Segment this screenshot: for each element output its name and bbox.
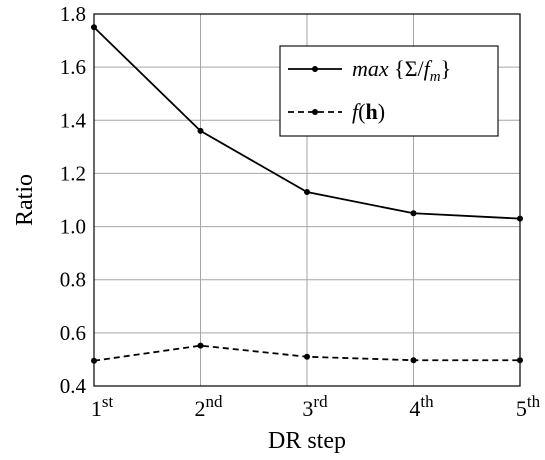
y-tick-label: 1.0 (60, 215, 86, 239)
x-axis-title: DR step (268, 428, 346, 454)
data-point (197, 127, 204, 134)
x-tick-label: 3rd (302, 392, 328, 421)
y-tick-label: 1.2 (60, 161, 86, 185)
y-tick-label: 1.6 (60, 55, 86, 79)
legend-marker (312, 66, 318, 72)
data-point (304, 353, 310, 360)
data-point (410, 357, 417, 364)
legend-box (279, 45, 499, 137)
y-tick-label: 0.8 (60, 268, 86, 292)
y-tick-label: 1.8 (60, 2, 86, 26)
legend: max {Σ/fm} f(h) (279, 45, 499, 137)
y-axis-title: Ratio (12, 174, 38, 226)
y-tick-label: 0.6 (60, 321, 86, 345)
x-tick-label: 4th (409, 392, 434, 421)
data-point (410, 210, 417, 217)
data-point (304, 189, 310, 196)
y-tick-labels: 0.4 0.6 0.8 1.0 1.2 1.4 1.6 1.8 (60, 2, 87, 398)
legend-label-1: max {Σ/fm} (352, 56, 451, 85)
x-tick-label: 1st (91, 392, 114, 421)
x-tick-labels: 1st 2nd 3rd 4th 5th (91, 392, 541, 421)
plot-frame (93, 13, 521, 387)
x-tick-label: 2nd (195, 392, 224, 421)
legend-label-2: f(h) (352, 99, 385, 124)
y-tick-label: 1.4 (60, 108, 87, 132)
y-tick-label: 0.4 (60, 374, 87, 398)
data-point (197, 342, 204, 349)
series-layer (91, 24, 523, 364)
x-tick-label: 5th (516, 392, 541, 421)
legend-marker (312, 109, 318, 115)
